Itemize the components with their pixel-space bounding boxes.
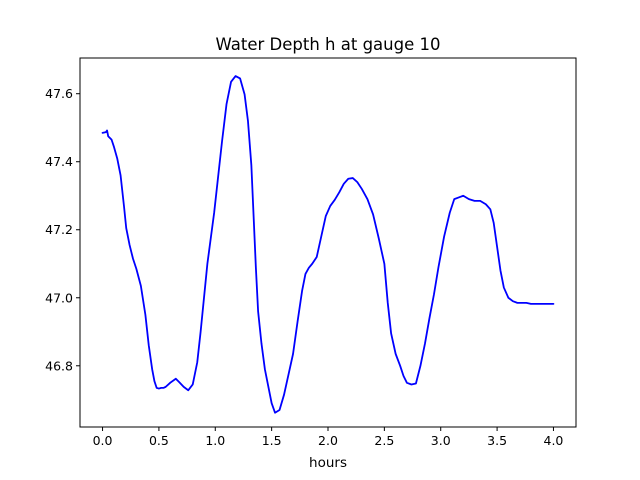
x-tick-label: 4.0 <box>544 433 564 448</box>
x-tick-label: 0.0 <box>93 433 113 448</box>
y-axis: 46.8 47.0 47.2 47.4 47.6 <box>45 86 80 373</box>
chart-title: Water Depth h at gauge 10 <box>216 35 441 54</box>
x-tick-label: 3.0 <box>431 433 451 448</box>
y-tick-label: 47.0 <box>45 290 73 305</box>
x-tick-label: 3.5 <box>487 433 507 448</box>
series-line-0 <box>101 75 555 414</box>
x-tick-label: 2.5 <box>374 433 394 448</box>
x-axis-title: hours <box>309 455 347 471</box>
x-axis: 0.0 0.5 1.0 1.5 2.0 2.5 3.0 3.5 4.0 <box>93 427 564 448</box>
x-tick-label: 0.5 <box>149 433 169 448</box>
y-tick-label: 47.2 <box>45 222 73 237</box>
y-tick-label: 47.4 <box>45 154 73 169</box>
x-tick-label: 1.0 <box>205 433 225 448</box>
x-tick-label: 2.0 <box>318 433 338 448</box>
y-tick-label: 46.8 <box>45 358 73 373</box>
y-tick-label: 47.6 <box>45 86 73 101</box>
x-tick-label: 1.5 <box>262 433 282 448</box>
plot-data <box>101 75 555 414</box>
